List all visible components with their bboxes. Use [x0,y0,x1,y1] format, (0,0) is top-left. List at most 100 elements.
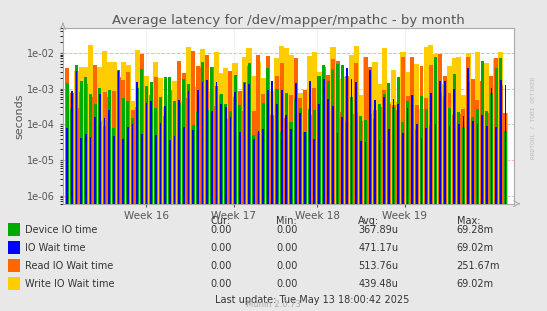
Bar [458,124,459,204]
Bar [205,55,209,204]
Bar [117,77,120,204]
Text: 69.02m: 69.02m [457,279,494,289]
Bar [260,78,266,204]
Bar [242,57,247,204]
Bar [75,71,78,204]
Bar [424,98,428,204]
Bar [325,82,331,204]
Bar [181,102,187,204]
Bar [498,52,503,204]
Bar [332,106,334,204]
Bar [369,69,371,204]
Bar [374,100,376,204]
Bar [280,132,283,204]
Bar [113,136,115,204]
Bar [383,94,386,204]
Bar [344,77,350,204]
Bar [111,63,117,204]
Bar [293,110,298,204]
Bar [363,57,368,204]
Bar [71,91,73,204]
Bar [331,59,335,204]
Bar [248,84,250,204]
Bar [391,70,396,204]
Bar [191,51,195,204]
Text: 0.00: 0.00 [211,225,232,234]
Bar [120,62,126,204]
Bar [107,97,111,204]
Bar [210,67,214,204]
Bar [438,53,442,204]
Bar [126,101,130,204]
Bar [369,114,372,204]
Bar [313,110,316,204]
Bar [131,118,134,204]
Bar [196,112,199,204]
Bar [476,109,479,204]
Text: Max:: Max: [457,216,480,226]
Bar [354,63,358,204]
Bar [401,57,405,204]
Bar [481,115,483,204]
Bar [504,85,507,204]
Bar [289,95,293,204]
Bar [97,67,102,204]
Bar [286,115,287,204]
Bar [368,111,373,204]
Bar [465,53,471,204]
Bar [223,68,229,204]
Bar [238,105,241,204]
Bar [428,45,433,204]
Bar [294,58,298,204]
Bar [191,125,195,204]
Bar [188,91,189,204]
Bar [126,72,130,204]
Bar [307,114,312,204]
Bar [160,123,161,204]
Text: 0.00: 0.00 [211,243,232,253]
Bar [92,75,98,204]
Bar [298,98,302,204]
Bar [74,108,79,204]
Bar [462,127,465,204]
Bar [84,84,88,204]
Text: RRDTOOL / TOBI OETIKER: RRDTOOL / TOBI OETIKER [531,77,536,160]
Bar [83,67,89,204]
Bar [316,72,322,204]
Bar [295,83,296,204]
Bar [435,124,437,204]
Bar [365,142,366,204]
Bar [397,77,400,204]
Text: 367.89u: 367.89u [358,225,398,234]
Bar [405,72,410,204]
Bar [504,131,507,204]
Bar [472,121,474,204]
Bar [489,103,494,204]
Bar [280,63,284,204]
Bar [345,76,349,204]
Bar [65,68,69,204]
Bar [284,118,288,204]
Bar [239,132,241,204]
Bar [457,114,461,204]
Bar [379,140,381,204]
Bar [350,114,353,204]
Bar [192,130,194,204]
Bar [206,80,208,204]
Bar [224,104,228,204]
Bar [71,109,73,204]
Bar [318,104,320,204]
Bar [336,61,340,204]
Bar [317,76,321,204]
Bar [253,138,254,204]
Bar [424,109,428,204]
Bar [395,102,401,204]
Bar [493,59,499,204]
Bar [312,53,317,204]
Bar [405,95,410,204]
Bar [238,91,242,204]
Text: 69.02m: 69.02m [457,243,494,253]
Text: 0.00: 0.00 [211,261,232,271]
Bar [164,106,166,204]
Bar [467,68,469,204]
